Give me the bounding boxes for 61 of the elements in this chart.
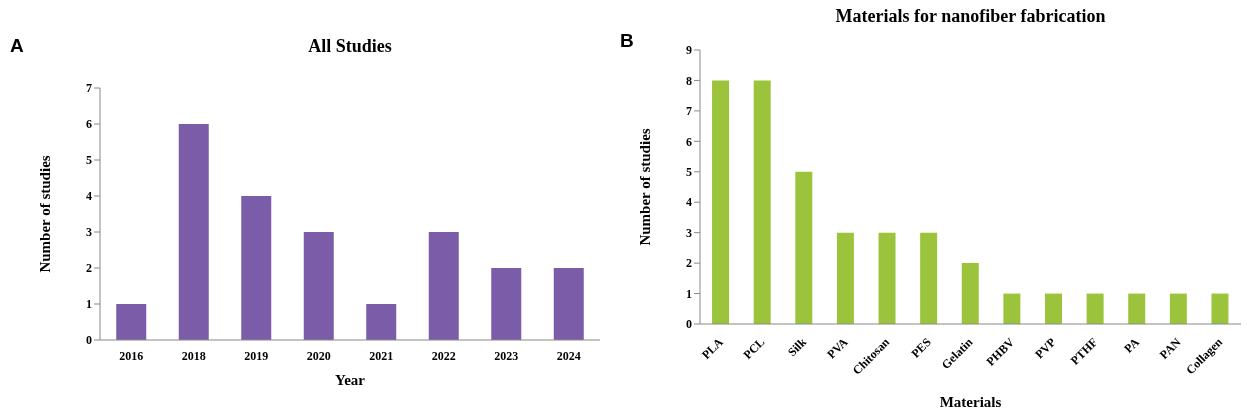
bar [1086, 293, 1104, 324]
bar [712, 80, 730, 324]
chart-title: All Studies [307, 36, 393, 57]
bar [1211, 293, 1229, 324]
bar [1169, 293, 1187, 324]
y-tick-label: 7 [86, 81, 92, 96]
x-tick-label: 2023 [494, 349, 519, 363]
x-tick-label: 2016 [119, 349, 144, 363]
x-tick-label: 2024 [556, 349, 581, 363]
x-tick-label: 2018 [181, 349, 206, 363]
bar [116, 304, 147, 340]
y-tick-label: 3 [686, 225, 692, 240]
y-axis-title: Number of studies [637, 128, 654, 246]
y-tick-label: 2 [686, 256, 692, 271]
y-tick-label: 0 [686, 317, 692, 332]
bar [753, 80, 771, 324]
y-tick-label: 7 [686, 104, 692, 119]
bar [366, 304, 397, 340]
bar [491, 268, 522, 340]
chart-title: Materials for nanofiber fabrication [834, 6, 1107, 27]
y-tick-label: 4 [86, 189, 92, 204]
x-tick-label: PLA [698, 334, 726, 362]
x-tick-label: 2020 [306, 349, 331, 363]
bar [428, 232, 459, 340]
bar [920, 232, 938, 324]
y-tick-label: 9 [686, 43, 692, 58]
y-tick-label: 2 [86, 261, 92, 276]
y-tick-label: 5 [86, 153, 92, 168]
text: A [10, 35, 24, 57]
bar [241, 196, 272, 340]
y-tick-label: 1 [86, 297, 92, 312]
x-axis-title: Year [335, 372, 366, 388]
x-axis-title: Materials [939, 394, 1002, 410]
y-tick-label: 1 [686, 286, 692, 301]
y-tick-label: 0 [86, 333, 92, 348]
bar [1003, 293, 1021, 324]
x-tick-label: PVA [824, 334, 851, 362]
bar [961, 263, 979, 324]
x-tick-label: 2021 [369, 349, 394, 363]
text: B [620, 30, 634, 52]
y-tick-label: 6 [86, 117, 92, 132]
bar [795, 171, 813, 324]
y-axis-title: Number of studies [37, 155, 54, 273]
y-tick-label: 4 [686, 195, 692, 210]
bar [836, 232, 854, 324]
bar [878, 232, 896, 324]
y-tick-label: 5 [686, 165, 692, 180]
bar [1044, 293, 1062, 324]
y-tick-label: 8 [686, 73, 692, 88]
y-tick-label: 6 [686, 134, 692, 149]
bar [303, 232, 334, 340]
y-tick-label: 3 [86, 225, 92, 240]
x-tick-label: PCL [740, 335, 768, 362]
x-tick-label: 2022 [431, 349, 456, 363]
x-tick-label: PA [1121, 334, 1143, 356]
x-tick-label: 2019 [244, 349, 269, 363]
bar [553, 268, 584, 340]
bar [1128, 293, 1146, 324]
x-tick-label: Silk [784, 334, 810, 360]
x-tick-label: PES [908, 334, 935, 361]
bar [178, 124, 209, 340]
